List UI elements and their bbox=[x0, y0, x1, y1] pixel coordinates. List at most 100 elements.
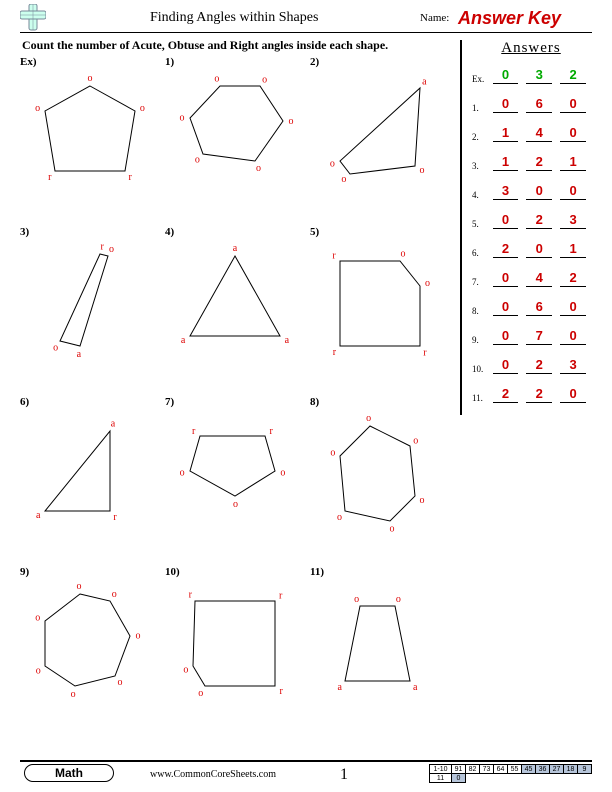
shape-cell: 10) rrroo bbox=[165, 566, 305, 726]
shape-label: 11) bbox=[310, 566, 324, 578]
answer-value: 2 bbox=[526, 212, 552, 229]
svg-text:o: o bbox=[419, 165, 424, 176]
answer-value: 0 bbox=[560, 96, 586, 113]
answer-value: 0 bbox=[560, 328, 586, 345]
answer-value: 1 bbox=[560, 154, 586, 171]
shape-label: 1) bbox=[165, 56, 174, 68]
answers-panel: Answers Ex.0321.0602.1403.1214.3005.0236… bbox=[460, 40, 590, 415]
svg-text:a: a bbox=[338, 682, 343, 693]
svg-text:o: o bbox=[425, 278, 430, 289]
shape-label: 6) bbox=[20, 396, 29, 408]
svg-text:a: a bbox=[36, 510, 41, 521]
answer-row-number: 6. bbox=[472, 248, 489, 258]
shape-svg: aooo bbox=[320, 71, 440, 201]
footer: Math www.CommonCoreSheets.com 1 1-109182… bbox=[20, 760, 592, 784]
svg-text:a: a bbox=[181, 335, 186, 346]
shape-cell: 6) a r a bbox=[20, 396, 160, 556]
answer-value: 2 bbox=[560, 67, 586, 84]
svg-text:a: a bbox=[233, 243, 238, 254]
svg-text:o: o bbox=[280, 468, 285, 479]
answer-row: 3.121 bbox=[472, 154, 590, 171]
svg-text:r: r bbox=[280, 686, 284, 697]
shape-cell: 1)oooooo bbox=[165, 56, 305, 216]
instruction-text: Count the number of Acute, Obtuse and Ri… bbox=[22, 38, 388, 53]
answer-row-number: 3. bbox=[472, 161, 489, 171]
shapes-grid: Ex)oorro1)oooooo2)aooo3)roao4)aaa5)roorr… bbox=[20, 56, 450, 746]
svg-text:o: o bbox=[140, 103, 145, 114]
svg-text:o: o bbox=[354, 594, 359, 605]
svg-text:o: o bbox=[77, 581, 82, 592]
answer-row-number: 4. bbox=[472, 190, 489, 200]
answer-key-label: Answer Key bbox=[458, 8, 561, 29]
answer-value: 0 bbox=[493, 357, 519, 374]
answer-value: 0 bbox=[526, 241, 552, 258]
source-url: www.CommonCoreSheets.com bbox=[150, 769, 276, 780]
svg-text:o: o bbox=[53, 343, 58, 354]
shape-svg: rrroo bbox=[175, 581, 295, 711]
svg-text:o: o bbox=[35, 613, 40, 624]
header-rule bbox=[20, 32, 592, 33]
answers-heading: Answers bbox=[472, 40, 590, 57]
svg-text:o: o bbox=[289, 116, 294, 127]
answer-value: 3 bbox=[560, 357, 586, 374]
answer-value: 2 bbox=[526, 386, 552, 403]
svg-text:a: a bbox=[285, 335, 290, 346]
shape-svg: oorro bbox=[30, 71, 150, 201]
answer-value: 0 bbox=[493, 270, 519, 287]
answer-value: 0 bbox=[493, 67, 519, 84]
answer-row: 9.070 bbox=[472, 328, 590, 345]
answer-row-number: 10. bbox=[472, 364, 489, 374]
answer-value: 2 bbox=[493, 241, 519, 258]
svg-text:r: r bbox=[48, 172, 52, 183]
svg-text:o: o bbox=[71, 689, 76, 700]
svg-text:r: r bbox=[113, 512, 117, 523]
svg-text:r: r bbox=[192, 426, 196, 437]
answer-row: 2.140 bbox=[472, 125, 590, 142]
answer-value: 1 bbox=[493, 154, 519, 171]
answer-value: 0 bbox=[493, 96, 519, 113]
shape-label: 3) bbox=[20, 226, 29, 238]
svg-text:o: o bbox=[180, 112, 185, 123]
svg-text:a: a bbox=[111, 419, 116, 430]
shape-cell: 11)ooaa bbox=[310, 566, 450, 726]
svg-text:o: o bbox=[195, 155, 200, 166]
shape-cell: 4)aaa bbox=[165, 226, 305, 386]
answer-value: 0 bbox=[493, 212, 519, 229]
svg-text:o: o bbox=[88, 73, 93, 84]
answer-row: 4.300 bbox=[472, 183, 590, 200]
shape-svg: oooooo bbox=[320, 411, 440, 541]
svg-text:o: o bbox=[396, 594, 401, 605]
svg-text:o: o bbox=[112, 589, 117, 600]
svg-text:o: o bbox=[36, 665, 41, 676]
shape-label: 5) bbox=[310, 226, 319, 238]
shape-svg: ooaa bbox=[320, 581, 440, 711]
svg-text:o: o bbox=[214, 74, 219, 85]
answer-row: 8.060 bbox=[472, 299, 590, 316]
shape-label: 10) bbox=[165, 566, 180, 578]
header: Finding Angles within Shapes Name: Answe… bbox=[20, 8, 592, 38]
svg-text:o: o bbox=[330, 447, 335, 458]
answer-value: 4 bbox=[526, 270, 552, 287]
answer-value: 3 bbox=[493, 183, 519, 200]
svg-text:o: o bbox=[256, 163, 261, 174]
svg-text:a: a bbox=[422, 76, 427, 87]
shape-svg: a a a bbox=[175, 241, 295, 371]
page-title: Finding Angles within Shapes bbox=[150, 10, 318, 26]
score-grid: 1-109182736455453627189110 bbox=[429, 764, 592, 783]
svg-text:o: o bbox=[337, 512, 342, 523]
answer-row-number: 8. bbox=[472, 306, 489, 316]
answer-row-number: 9. bbox=[472, 335, 489, 345]
worksheet-page: Finding Angles within Shapes Name: Answe… bbox=[0, 0, 612, 792]
shape-cell: 9)ooooooo bbox=[20, 566, 160, 726]
answer-value: 6 bbox=[526, 96, 552, 113]
answer-value: 7 bbox=[526, 328, 552, 345]
svg-text:r: r bbox=[101, 241, 105, 252]
shape-label: 7) bbox=[165, 396, 174, 408]
svg-text:o: o bbox=[366, 413, 371, 424]
answer-row: 7.042 bbox=[472, 270, 590, 287]
answer-row: 1.060 bbox=[472, 96, 590, 113]
shape-cell: 8)oooooo bbox=[310, 396, 450, 556]
svg-text:o: o bbox=[135, 630, 140, 641]
svg-text:o: o bbox=[233, 499, 238, 510]
page-number: 1 bbox=[340, 766, 348, 784]
